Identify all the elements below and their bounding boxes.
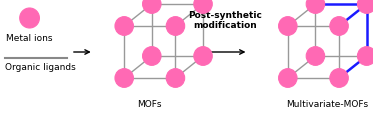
Circle shape [143, 47, 161, 65]
Circle shape [166, 69, 185, 87]
Circle shape [166, 17, 185, 35]
Circle shape [115, 17, 133, 35]
Circle shape [306, 0, 325, 13]
Circle shape [279, 69, 297, 87]
Circle shape [20, 8, 39, 28]
Text: Organic ligands: Organic ligands [5, 63, 76, 72]
Circle shape [330, 69, 348, 87]
Circle shape [194, 0, 212, 13]
Circle shape [358, 47, 376, 65]
Circle shape [330, 17, 348, 35]
Text: Post-synthetic
modification: Post-synthetic modification [188, 11, 262, 30]
Circle shape [194, 47, 212, 65]
Text: MOFs: MOFs [138, 100, 162, 109]
Circle shape [306, 47, 325, 65]
Circle shape [115, 69, 133, 87]
Circle shape [279, 17, 297, 35]
Circle shape [143, 0, 161, 13]
Text: Metal ions: Metal ions [6, 34, 53, 43]
Text: Multivariate-MOFs: Multivariate-MOFs [286, 100, 368, 109]
Circle shape [358, 0, 376, 13]
